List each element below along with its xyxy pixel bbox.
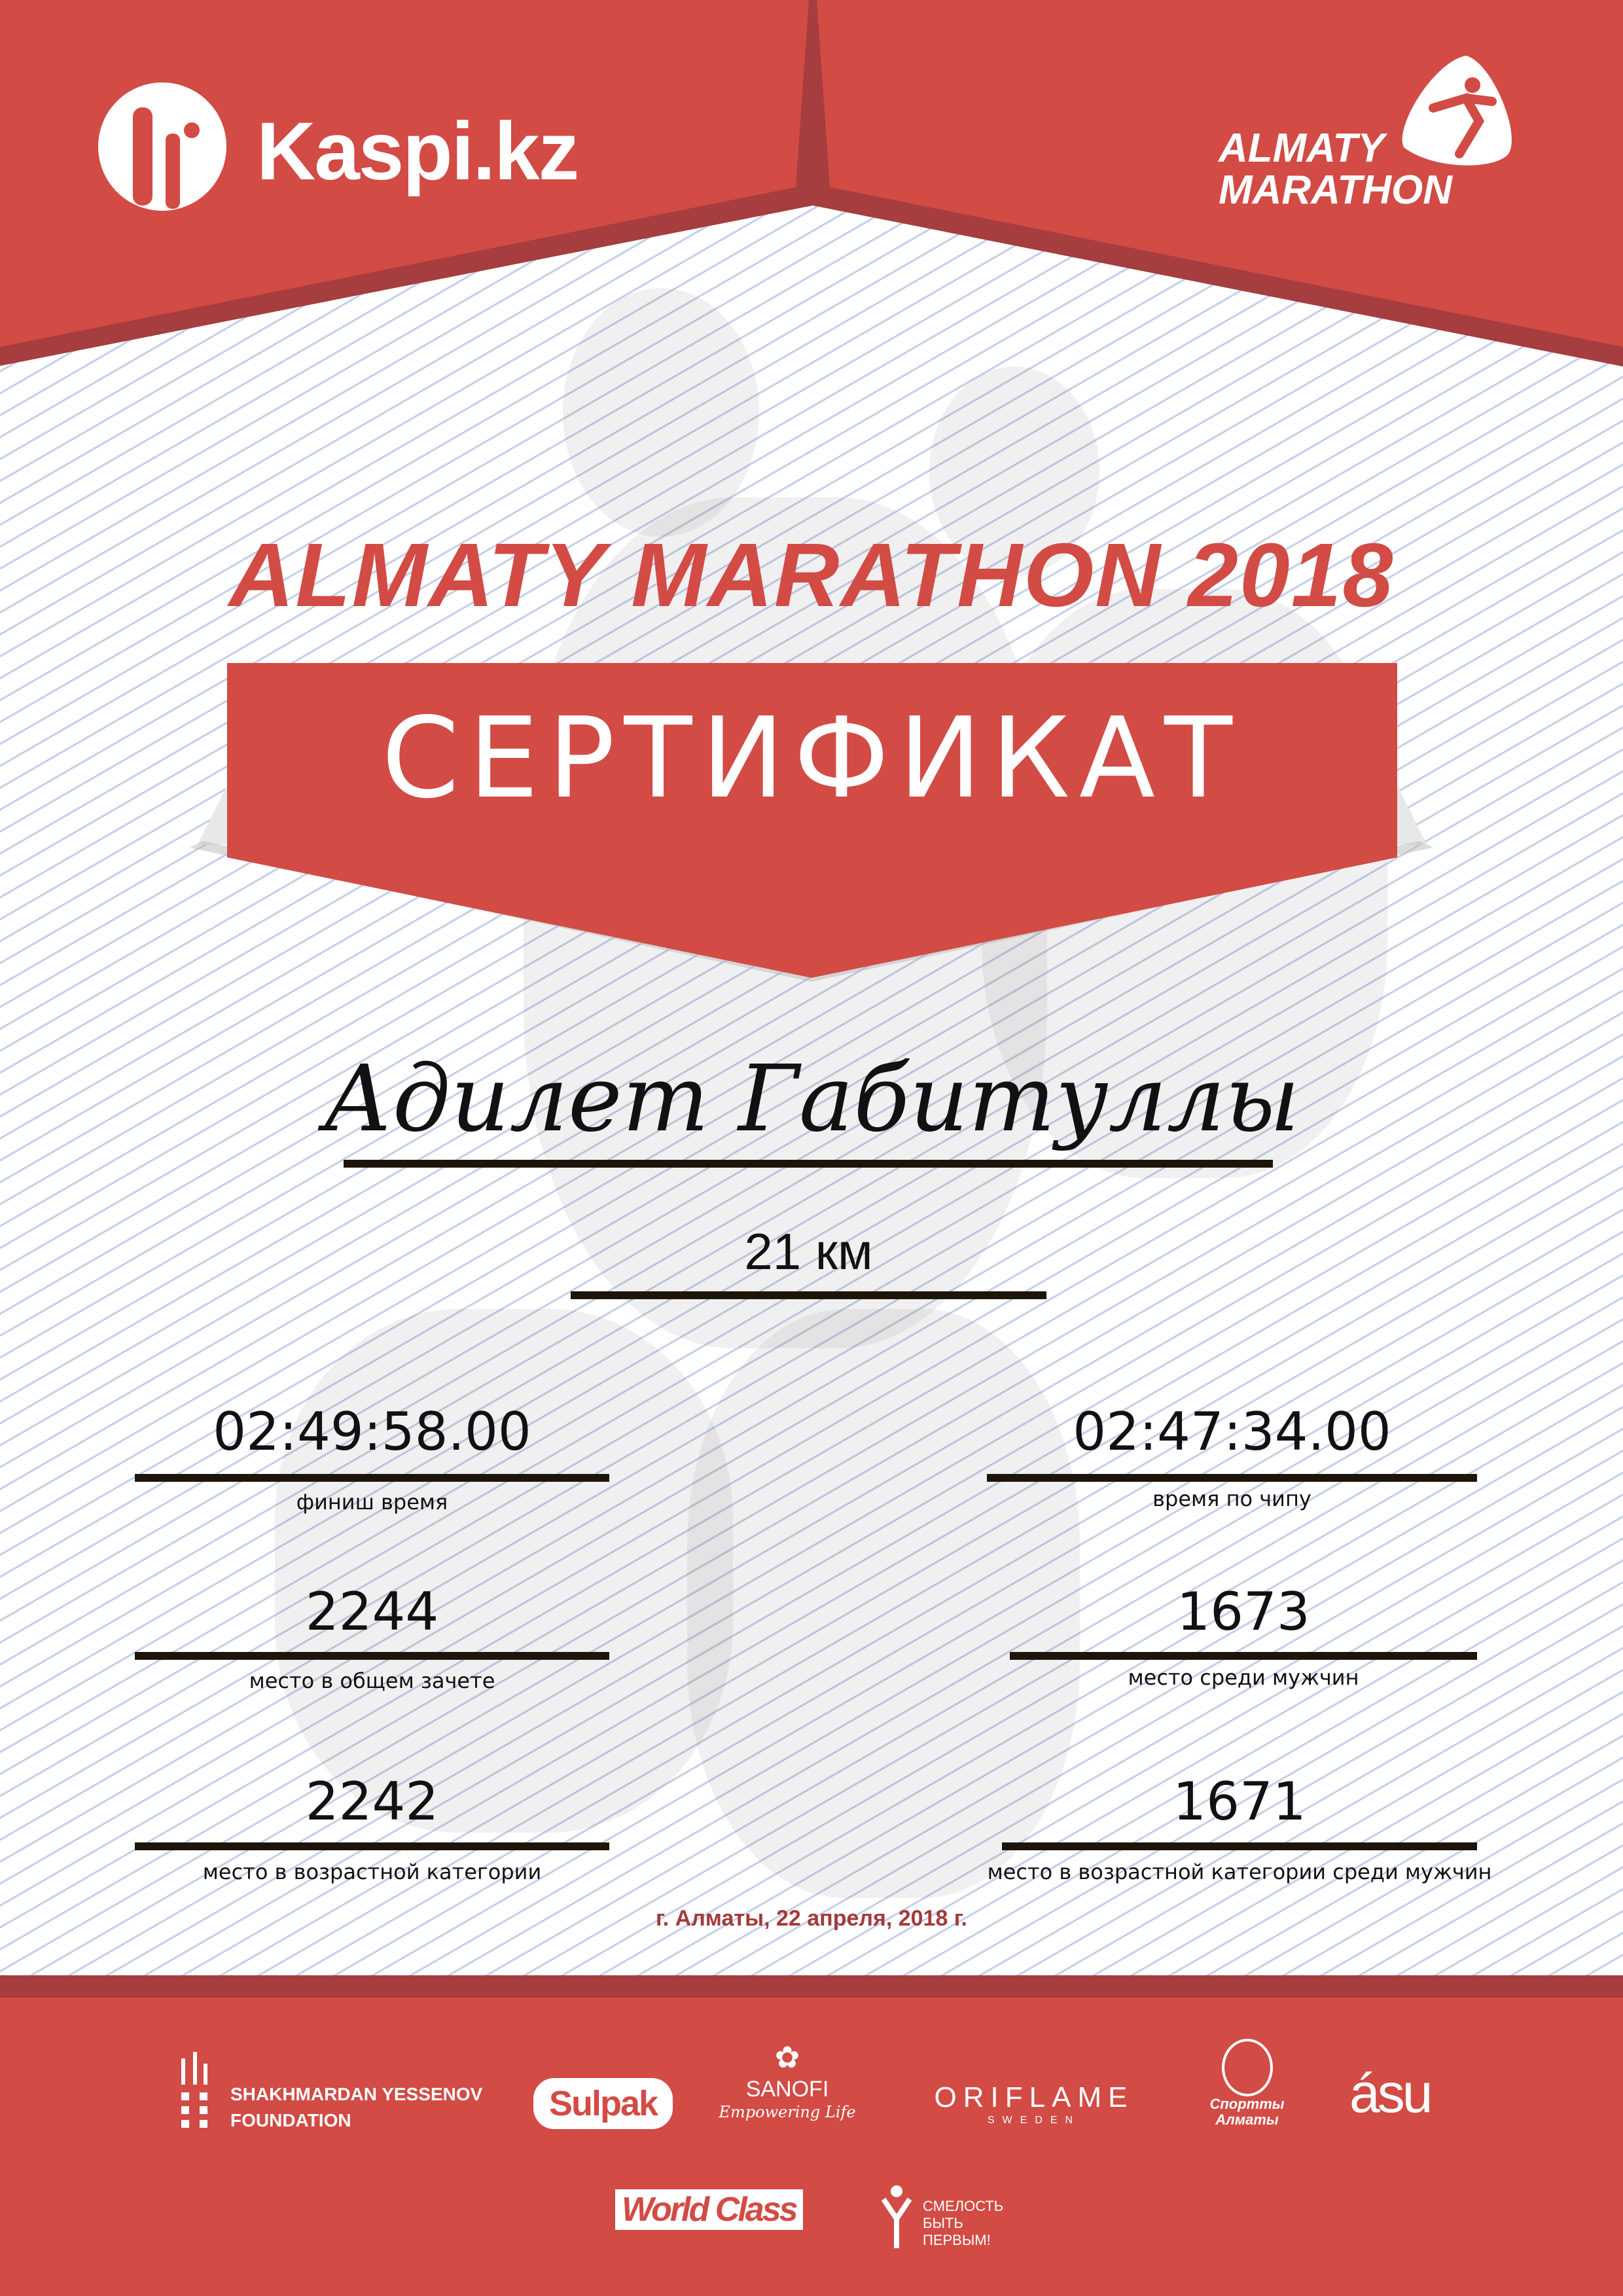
sulpak-logo: Sulpak — [533, 2078, 673, 2129]
result-value: 1673 — [1177, 1581, 1310, 1642]
sanofi-bird-icon: ✿ — [774, 2040, 800, 2074]
logo-line-2: MARATHON — [1219, 168, 1453, 213]
result-label: место среди мужчин — [1128, 1665, 1359, 1690]
result-underline — [135, 1474, 609, 1482]
logo-line-1: ALMATY — [1219, 126, 1385, 171]
result-label: время по чипу — [1152, 1486, 1311, 1511]
result-label: финиш время — [296, 1490, 448, 1515]
result-underline — [1002, 1842, 1477, 1850]
name-underline — [344, 1160, 1273, 1168]
kaspi-figures-icon — [98, 82, 226, 211]
yessenov-line2: FOUNDATION — [230, 2110, 351, 2130]
almaty-marathon-logo: ALMATY MARATHON — [1219, 128, 1452, 211]
sanofi-tagline: Empowering Life — [719, 2103, 856, 2121]
sanofi-logo: ✿ SANOFI Empowering Life — [699, 2042, 876, 2122]
result-value: 02:49:58.00 — [213, 1401, 531, 1462]
sport-almaty-line2: Алматы — [1215, 2111, 1279, 2128]
footer-stripe — [0, 1975, 1623, 1999]
kaspi-logo-text: Kaspi.kz — [257, 106, 579, 197]
fund-line2: БЫТЬ — [923, 2215, 963, 2231]
yessenov-logo — [181, 2052, 221, 2132]
fund-runner-icon — [881, 2185, 912, 2248]
fund-line3: ПЕРВЫМ! — [923, 2232, 991, 2248]
header-band — [0, 0, 1623, 367]
sanofi-name: SANOFI — [745, 2077, 829, 2102]
oriflame-logo: ORIFLAME SWEDEN — [924, 2081, 1144, 2127]
result-value: 2242 — [305, 1771, 439, 1832]
result-value: 2244 — [305, 1581, 439, 1642]
asu-logo: ásu — [1349, 2062, 1433, 2124]
result-underline — [987, 1474, 1477, 1482]
issue-date: г. Алматы, 22 апреля, 2018 г. — [656, 1906, 967, 1931]
oriflame-sub: SWEDEN — [987, 2115, 1081, 2126]
yessenov-text: SHAKHMARDAN YESSENOV FOUNDATION — [230, 2081, 482, 2134]
fund-text: СМЕЛОСТЬ БЫТЬ ПЕРВЫМ! — [923, 2198, 1003, 2249]
sport-almaty-line1: Спортты — [1209, 2096, 1285, 2112]
result-value: 02:47:34.00 — [1073, 1401, 1391, 1462]
sponsors-band — [0, 1998, 1623, 2296]
result-value: 1671 — [1173, 1771, 1306, 1832]
certificate-title: СЕРТИФИКАТ — [382, 694, 1241, 823]
yessenov-bars-icon — [181, 2052, 207, 2128]
fund-line1: СМЕЛОСТЬ — [923, 2198, 1004, 2214]
result-underline — [1010, 1652, 1477, 1660]
fund-logo — [877, 2179, 916, 2255]
event-title: ALMATY MARATHON 2018 — [228, 525, 1395, 626]
distance-value: 21 км — [744, 1223, 873, 1280]
result-label: место в общем зачете — [249, 1668, 495, 1693]
certificate-banner — [190, 663, 1433, 982]
runner-drop-icon — [1402, 56, 1512, 166]
worldclass-logo: World Class — [615, 2189, 803, 2230]
sport-almaty-emblem-icon — [1221, 2039, 1273, 2096]
participant-name: Адилет Габитуллы — [323, 1046, 1300, 1153]
result-underline — [135, 1842, 609, 1850]
sport-almaty-logo: Спортты Алматы — [1196, 2039, 1298, 2128]
yessenov-line1: SHAKHMARDAN YESSENOV — [230, 2084, 483, 2104]
result-label: место в возрастной категории среди мужчи… — [987, 1859, 1492, 1884]
distance-underline — [571, 1291, 1046, 1299]
result-label: место в возрастной категории — [202, 1859, 542, 1884]
oriflame-name: ORIFLAME — [934, 2081, 1134, 2113]
result-underline — [135, 1652, 609, 1660]
